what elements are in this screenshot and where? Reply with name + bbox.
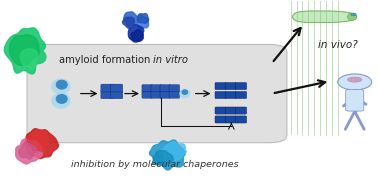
FancyBboxPatch shape	[215, 116, 226, 123]
FancyBboxPatch shape	[111, 91, 123, 99]
Polygon shape	[20, 49, 37, 69]
FancyBboxPatch shape	[215, 107, 226, 114]
FancyBboxPatch shape	[215, 82, 226, 90]
FancyBboxPatch shape	[142, 91, 152, 98]
FancyBboxPatch shape	[27, 44, 287, 143]
Polygon shape	[122, 17, 134, 28]
FancyBboxPatch shape	[235, 116, 246, 123]
FancyBboxPatch shape	[169, 91, 180, 98]
Polygon shape	[137, 14, 149, 23]
Polygon shape	[124, 12, 139, 26]
Polygon shape	[293, 11, 356, 22]
Ellipse shape	[56, 80, 68, 90]
Ellipse shape	[51, 78, 71, 94]
FancyBboxPatch shape	[225, 116, 237, 123]
Circle shape	[338, 74, 372, 90]
FancyBboxPatch shape	[111, 84, 123, 92]
Ellipse shape	[181, 89, 188, 95]
FancyBboxPatch shape	[169, 85, 180, 92]
Polygon shape	[161, 141, 187, 161]
FancyBboxPatch shape	[235, 107, 246, 114]
Polygon shape	[27, 130, 48, 151]
Ellipse shape	[51, 93, 71, 109]
Polygon shape	[153, 151, 174, 165]
FancyBboxPatch shape	[151, 85, 161, 92]
Text: in vivo?: in vivo?	[318, 40, 358, 50]
Polygon shape	[4, 28, 46, 74]
FancyBboxPatch shape	[160, 91, 170, 98]
Polygon shape	[9, 35, 40, 65]
FancyBboxPatch shape	[345, 89, 364, 111]
Polygon shape	[19, 143, 37, 159]
Ellipse shape	[347, 13, 356, 21]
FancyBboxPatch shape	[101, 91, 113, 99]
FancyBboxPatch shape	[215, 91, 226, 99]
FancyBboxPatch shape	[225, 107, 237, 114]
FancyBboxPatch shape	[235, 82, 246, 90]
FancyBboxPatch shape	[160, 85, 170, 92]
FancyBboxPatch shape	[142, 85, 152, 92]
Text: in vitro: in vitro	[153, 55, 188, 65]
Ellipse shape	[347, 77, 362, 82]
Polygon shape	[25, 129, 59, 159]
FancyBboxPatch shape	[235, 91, 246, 99]
Circle shape	[351, 13, 356, 16]
FancyBboxPatch shape	[101, 84, 113, 92]
Polygon shape	[129, 25, 144, 41]
Text: inhibition by molecular chaperones: inhibition by molecular chaperones	[71, 160, 239, 169]
FancyBboxPatch shape	[151, 91, 161, 98]
Polygon shape	[16, 139, 42, 164]
Ellipse shape	[179, 89, 191, 98]
Text: amyloid formation: amyloid formation	[59, 55, 153, 65]
Ellipse shape	[56, 94, 68, 104]
FancyBboxPatch shape	[225, 91, 237, 99]
Polygon shape	[149, 140, 185, 170]
Polygon shape	[135, 15, 149, 29]
FancyBboxPatch shape	[225, 82, 237, 90]
Polygon shape	[131, 30, 143, 42]
